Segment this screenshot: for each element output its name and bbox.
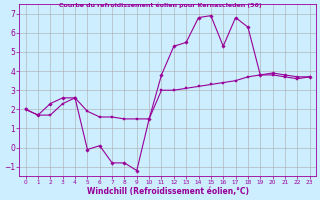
Text: Courbe du refroidissement éolien pour Kernascleden (56): Courbe du refroidissement éolien pour Ke…: [59, 2, 261, 7]
X-axis label: Windchill (Refroidissement éolien,°C): Windchill (Refroidissement éolien,°C): [87, 187, 249, 196]
